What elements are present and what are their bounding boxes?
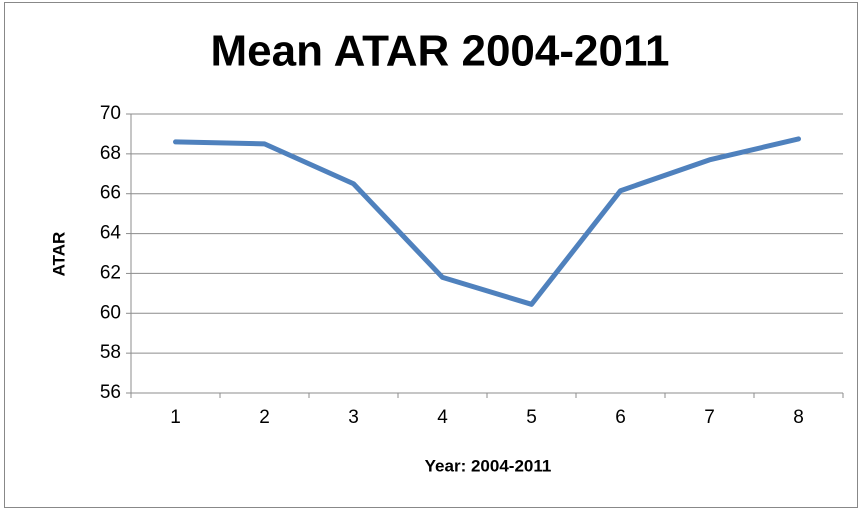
y-tick-label: 58 (100, 342, 121, 363)
y-tick-label: 68 (100, 143, 121, 164)
x-axis-title: Year: 2004-2011 (425, 456, 552, 475)
x-tick-label: 1 (170, 407, 181, 428)
y-tick-label: 60 (100, 302, 121, 323)
x-tick-label: 7 (704, 407, 715, 428)
x-tick-label: 4 (437, 407, 448, 428)
y-tick-label: 62 (100, 262, 121, 283)
y-axis-title: ATAR (49, 232, 68, 277)
y-tick-label: 64 (100, 223, 122, 244)
data-line (173, 136, 801, 307)
x-tick-label: 6 (615, 407, 626, 428)
y-tick-label: 70 (100, 103, 121, 124)
x-tick-label: 5 (526, 407, 537, 428)
x-tick-label: 8 (793, 407, 804, 428)
x-tick-label: 2 (259, 407, 270, 428)
chart-title: Mean ATAR 2004-2011 (211, 27, 670, 76)
chart-frame (4, 2, 858, 508)
x-tick-label: 3 (348, 407, 359, 428)
y-tick-label: 56 (100, 382, 121, 403)
y-tick-label: 66 (100, 183, 121, 204)
